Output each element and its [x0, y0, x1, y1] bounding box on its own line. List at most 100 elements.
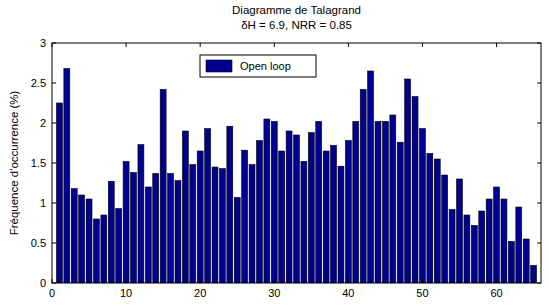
y-tick: [52, 203, 56, 204]
bar: [316, 121, 322, 283]
x-tick: [126, 43, 127, 47]
bar: [523, 239, 529, 283]
x-tick: [496, 279, 497, 283]
bars: [56, 69, 536, 283]
x-tick: [274, 279, 275, 283]
bar: [108, 181, 114, 283]
y-tick-label: 1: [40, 197, 46, 209]
bar: [138, 145, 144, 283]
bar: [375, 121, 381, 283]
y-tick: [537, 163, 541, 164]
bar: [345, 141, 351, 283]
y-tick: [52, 123, 56, 124]
bar: [131, 173, 137, 283]
bar: [397, 142, 403, 283]
bar: [353, 121, 359, 283]
plot-area: [52, 43, 541, 283]
bar: [331, 145, 337, 283]
bar: [516, 207, 522, 283]
bar: [442, 175, 448, 283]
bar: [308, 133, 314, 283]
x-tick-label: 0: [49, 287, 55, 299]
bar: [212, 167, 218, 283]
bar: [486, 199, 492, 283]
bar: [256, 141, 262, 283]
bar: [286, 131, 292, 283]
bar: [93, 219, 99, 283]
x-tick: [422, 43, 423, 47]
x-tick: [200, 43, 201, 47]
bar: [71, 189, 77, 283]
y-tick: [537, 283, 541, 284]
bar: [101, 215, 107, 283]
x-tick-label: 30: [268, 287, 280, 299]
y-tick: [537, 123, 541, 124]
y-tick: [537, 203, 541, 204]
bar: [360, 89, 366, 283]
bar: [301, 161, 307, 283]
bar: [338, 166, 344, 283]
bar: [427, 153, 433, 283]
bar: [219, 169, 225, 283]
y-tick: [52, 83, 56, 84]
bar: [271, 121, 277, 283]
bar: [494, 187, 500, 283]
y-tick-label: 2.5: [31, 77, 46, 89]
axes-frame: [52, 43, 541, 283]
bar: [531, 265, 537, 283]
bar: [182, 131, 188, 283]
x-tick: [496, 43, 497, 47]
bar: [79, 195, 85, 283]
bar: [160, 89, 166, 283]
bar: [405, 79, 411, 283]
bar: [227, 126, 233, 283]
y-tick: [52, 43, 56, 44]
y-tick-label: 2: [40, 117, 46, 129]
bar: [368, 71, 374, 283]
x-tick: [126, 279, 127, 283]
y-tick: [537, 243, 541, 244]
bar: [508, 241, 514, 283]
bar: [190, 165, 196, 283]
bar: [56, 103, 62, 283]
y-tick-label: 1.5: [31, 157, 46, 169]
bar: [323, 151, 329, 283]
bar: [153, 173, 159, 283]
y-tick: [52, 243, 56, 244]
x-tick-label: 40: [342, 287, 354, 299]
y-tick: [52, 283, 56, 284]
x-tick: [200, 279, 201, 283]
y-tick-label: 3: [40, 37, 46, 49]
bar: [234, 197, 240, 283]
legend-box: [200, 55, 316, 77]
bar: [464, 215, 470, 283]
x-tick: [52, 43, 53, 47]
bar: [123, 161, 129, 283]
x-tick: [52, 279, 53, 283]
bar: [457, 179, 463, 283]
bar: [294, 135, 300, 283]
y-tick-label: 0: [40, 277, 46, 289]
y-tick: [52, 163, 56, 164]
x-tick-label: 10: [120, 287, 132, 299]
bar: [205, 129, 211, 283]
x-tick: [348, 279, 349, 283]
bar: [197, 151, 203, 283]
bar: [175, 181, 181, 283]
bar: [390, 115, 396, 283]
bar: [449, 209, 455, 283]
legend-label: Open loop: [240, 60, 291, 72]
bar: [116, 209, 122, 283]
bar: [434, 159, 440, 283]
y-axis-label: Fréquence d'occurrence (%): [8, 90, 20, 235]
bar: [249, 165, 255, 283]
bar: [86, 199, 92, 283]
x-tick-label: 50: [416, 287, 428, 299]
bar: [264, 119, 270, 283]
bar: [501, 199, 507, 283]
bar: [471, 225, 477, 283]
x-tick: [274, 43, 275, 47]
bar: [419, 129, 425, 283]
x-tick: [422, 279, 423, 283]
bar: [168, 173, 174, 283]
